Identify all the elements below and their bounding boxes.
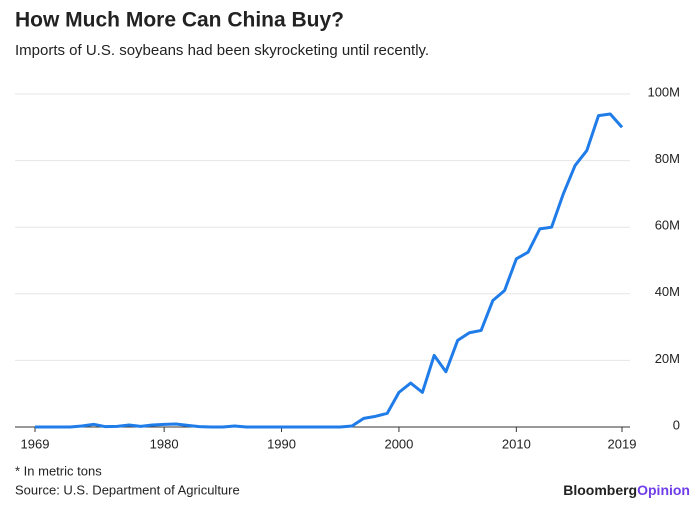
brand: BloombergOpinion [563, 482, 690, 498]
y-tick-label: 60M [655, 218, 680, 233]
chart-subtitle: Imports of U.S. soybeans had been skyroc… [15, 42, 429, 59]
x-tick-label: 1969 [21, 436, 50, 451]
x-tick-label: 1980 [150, 436, 179, 451]
y-tick-label: 100M [647, 84, 680, 99]
x-tick-label: 2019 [608, 436, 637, 451]
source: Source: U.S. Department of Agriculture [15, 482, 240, 497]
brand-a: Bloomberg [563, 482, 637, 498]
line [35, 112, 624, 429]
x-tick-label: 2000 [384, 436, 413, 451]
y-tick-label: 20M [655, 351, 680, 366]
brand-b: Opinion [637, 482, 690, 498]
x-tick-label: 2010 [502, 436, 531, 451]
y-tick-label: 40M [655, 284, 680, 299]
note: * In metric tons [15, 463, 102, 478]
x-tick-label: 1990 [267, 436, 296, 451]
chart-title: How Much More Can China Buy? [15, 9, 344, 32]
y-tick-label: 80M [655, 151, 680, 166]
y-tick-label: 0 [673, 417, 680, 432]
